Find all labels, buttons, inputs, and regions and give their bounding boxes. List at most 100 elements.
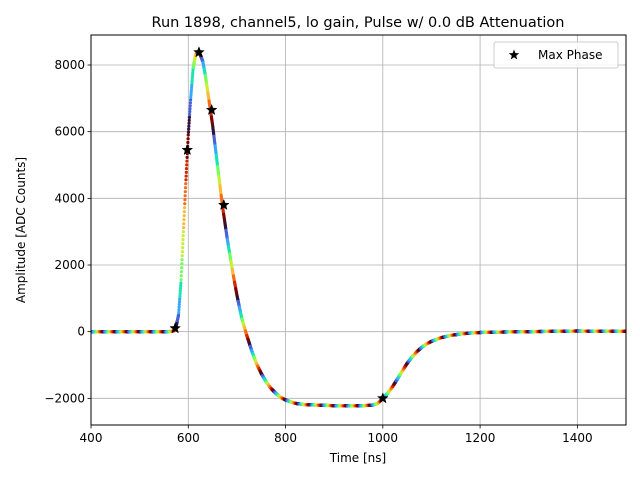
waveform-point	[190, 76, 194, 80]
waveform-point	[177, 302, 181, 306]
legend-box	[493, 41, 619, 69]
waveform-point	[184, 170, 188, 174]
x-tick-label: 800	[274, 431, 297, 445]
waveform-point	[187, 121, 191, 125]
waveform-point	[181, 238, 185, 242]
waveform-point	[184, 174, 188, 178]
x-axis-title: Time [ns]	[329, 451, 386, 465]
waveform-point	[185, 159, 189, 163]
waveform-point	[189, 88, 193, 92]
waveform-point	[183, 190, 187, 194]
waveform-point	[183, 202, 187, 206]
waveform-point	[188, 101, 193, 105]
max-phase-marker	[376, 392, 389, 404]
waveform-point	[190, 78, 194, 82]
waveform-point	[179, 284, 183, 288]
waveform-point	[179, 278, 183, 282]
waveform-point	[177, 310, 181, 314]
waveform-point	[189, 95, 193, 99]
max-phase-marker	[193, 46, 205, 58]
x-tick-label: 600	[177, 431, 200, 445]
waveform-point	[191, 69, 195, 73]
waveform-point	[187, 127, 191, 131]
legend-label: Max Phase	[538, 48, 602, 62]
waveform-point	[177, 305, 181, 309]
waveform-point	[180, 254, 184, 258]
ticks: 400 600 800 1000 1200 1400 −2000 0 2000 4000 6000 8…	[44, 58, 592, 445]
waveform-point	[186, 130, 191, 134]
waveform-point	[187, 118, 191, 122]
waveform-point	[180, 266, 184, 270]
plot-frame	[90, 34, 627, 426]
waveform-point	[178, 289, 182, 293]
waveform-point	[186, 133, 190, 137]
waveform-point	[189, 98, 193, 102]
waveform-point	[179, 274, 183, 278]
waveform-point	[191, 71, 195, 75]
waveform-point	[181, 234, 185, 238]
waveform-point	[186, 140, 190, 145]
waveform-point	[182, 226, 186, 230]
waveform-point	[182, 214, 186, 218]
waveform-point	[177, 300, 182, 304]
waveform-point	[181, 230, 186, 234]
legend: Max Phase	[493, 41, 619, 69]
waveform-point	[182, 222, 186, 226]
y-tick-label: 2000	[54, 258, 85, 272]
waveform-point	[178, 292, 182, 296]
waveform-point	[190, 83, 194, 87]
waveform-point	[188, 112, 192, 117]
y-axis-title: Amplitude [ADC Counts]	[14, 157, 28, 303]
waveform-point	[189, 90, 193, 94]
waveform-point	[182, 218, 186, 222]
waveform-point	[190, 73, 195, 78]
max-phase-marker	[205, 103, 218, 116]
y-tick-label: 8000	[54, 58, 85, 72]
x-tick-label: 1400	[562, 431, 593, 445]
waveform-point	[180, 262, 184, 266]
waveform-point	[183, 198, 187, 202]
waveform-point	[184, 178, 188, 182]
waveform-point	[188, 104, 192, 108]
waveform-point	[182, 206, 187, 210]
waveform-point	[185, 163, 189, 167]
waveform-point	[181, 242, 185, 246]
x-tick-label: 1200	[465, 431, 496, 445]
y-tick-label: −2000	[44, 391, 85, 405]
waveform-point	[176, 313, 181, 317]
waveform-point	[178, 294, 182, 298]
waveform-point	[188, 109, 192, 114]
waveform-point	[188, 107, 192, 111]
waveform-point	[186, 137, 190, 141]
legend-star	[508, 49, 520, 60]
waveform-point	[179, 270, 184, 274]
legend-star-marker	[508, 49, 520, 60]
waveform-point	[185, 155, 189, 159]
waveform-point	[187, 124, 191, 128]
chart-title: Run 1898, channel5, lo gain, Pulse w/ 0.…	[152, 15, 565, 31]
waveform-point	[190, 81, 194, 85]
max-phase-marker	[181, 143, 194, 156]
waveform-point	[178, 297, 182, 301]
waveform-point	[180, 250, 185, 254]
y-tick-label: 6000	[54, 125, 85, 139]
max-phase-marker	[169, 322, 182, 334]
waveform-point	[183, 186, 188, 190]
waveform-point	[189, 85, 194, 90]
grid	[90, 35, 626, 425]
waveform-point	[184, 182, 188, 186]
waveform-point	[180, 258, 184, 262]
waveform-point	[178, 286, 183, 290]
data-layer	[91, 46, 626, 408]
waveform-point	[181, 246, 185, 250]
waveform-point	[187, 115, 192, 119]
waveform-point	[177, 308, 181, 312]
waveform-point	[189, 93, 193, 97]
x-tick-label: 1000	[368, 431, 399, 445]
waveform-point	[184, 167, 189, 171]
waveform-point	[179, 281, 183, 285]
waveform-point	[183, 194, 187, 198]
max-phase-marker	[217, 198, 230, 211]
y-tick-label: 0	[77, 325, 85, 339]
